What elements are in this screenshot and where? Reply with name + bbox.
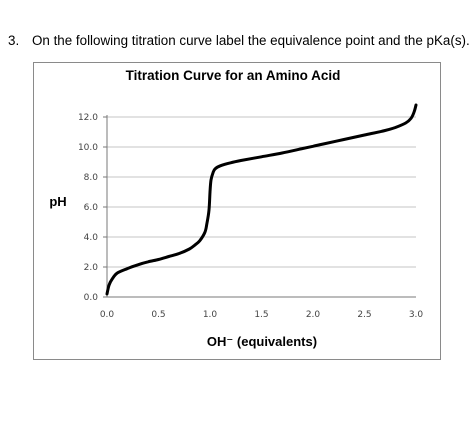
x-axis-label-text: OH⁻ (equivalents)	[207, 334, 317, 349]
x-tick-label: 0.0	[100, 310, 115, 320]
y-tick-label: 6.0	[84, 203, 99, 213]
series-group	[105, 103, 418, 296]
question-text: On the following titration curve label t…	[32, 33, 470, 48]
x-tick-label: 2.0	[306, 310, 321, 320]
axes	[103, 115, 416, 298]
question: 3. On the following titration curve label…	[8, 33, 470, 48]
y-axis-label: pH	[49, 194, 66, 209]
chart-title: Titration Curve for an Amino Acid	[126, 68, 341, 83]
y-tick-label: 2.0	[84, 263, 99, 273]
grid-lines	[107, 116, 416, 268]
y-tick-label: 12.0	[78, 113, 98, 123]
x-tick-label: 1.0	[203, 310, 218, 320]
y-tick-label: 4.0	[84, 233, 99, 243]
x-tick-label: 1.5	[254, 310, 268, 320]
y-tick-labels: 0.0 2.0 4.0 6.0 8.0 10.0 12.0	[78, 113, 98, 303]
titration-curve-line	[105, 103, 418, 296]
x-tick-label: 0.5	[151, 310, 165, 320]
y-tick-label: 8.0	[84, 173, 99, 183]
x-tick-label: 3.0	[409, 310, 424, 320]
x-tick-label: 2.5	[357, 310, 371, 320]
x-tick-labels: 0.0 0.5 1.0 1.5 2.0 2.5 3.0	[100, 310, 424, 320]
x-axis-label: OH⁻ (equivalents)	[207, 334, 317, 349]
y-tick-label: 0.0	[84, 293, 99, 303]
question-number: 3.	[8, 33, 20, 48]
y-tick-label: 10.0	[78, 143, 98, 153]
chart-frame	[33, 62, 441, 360]
